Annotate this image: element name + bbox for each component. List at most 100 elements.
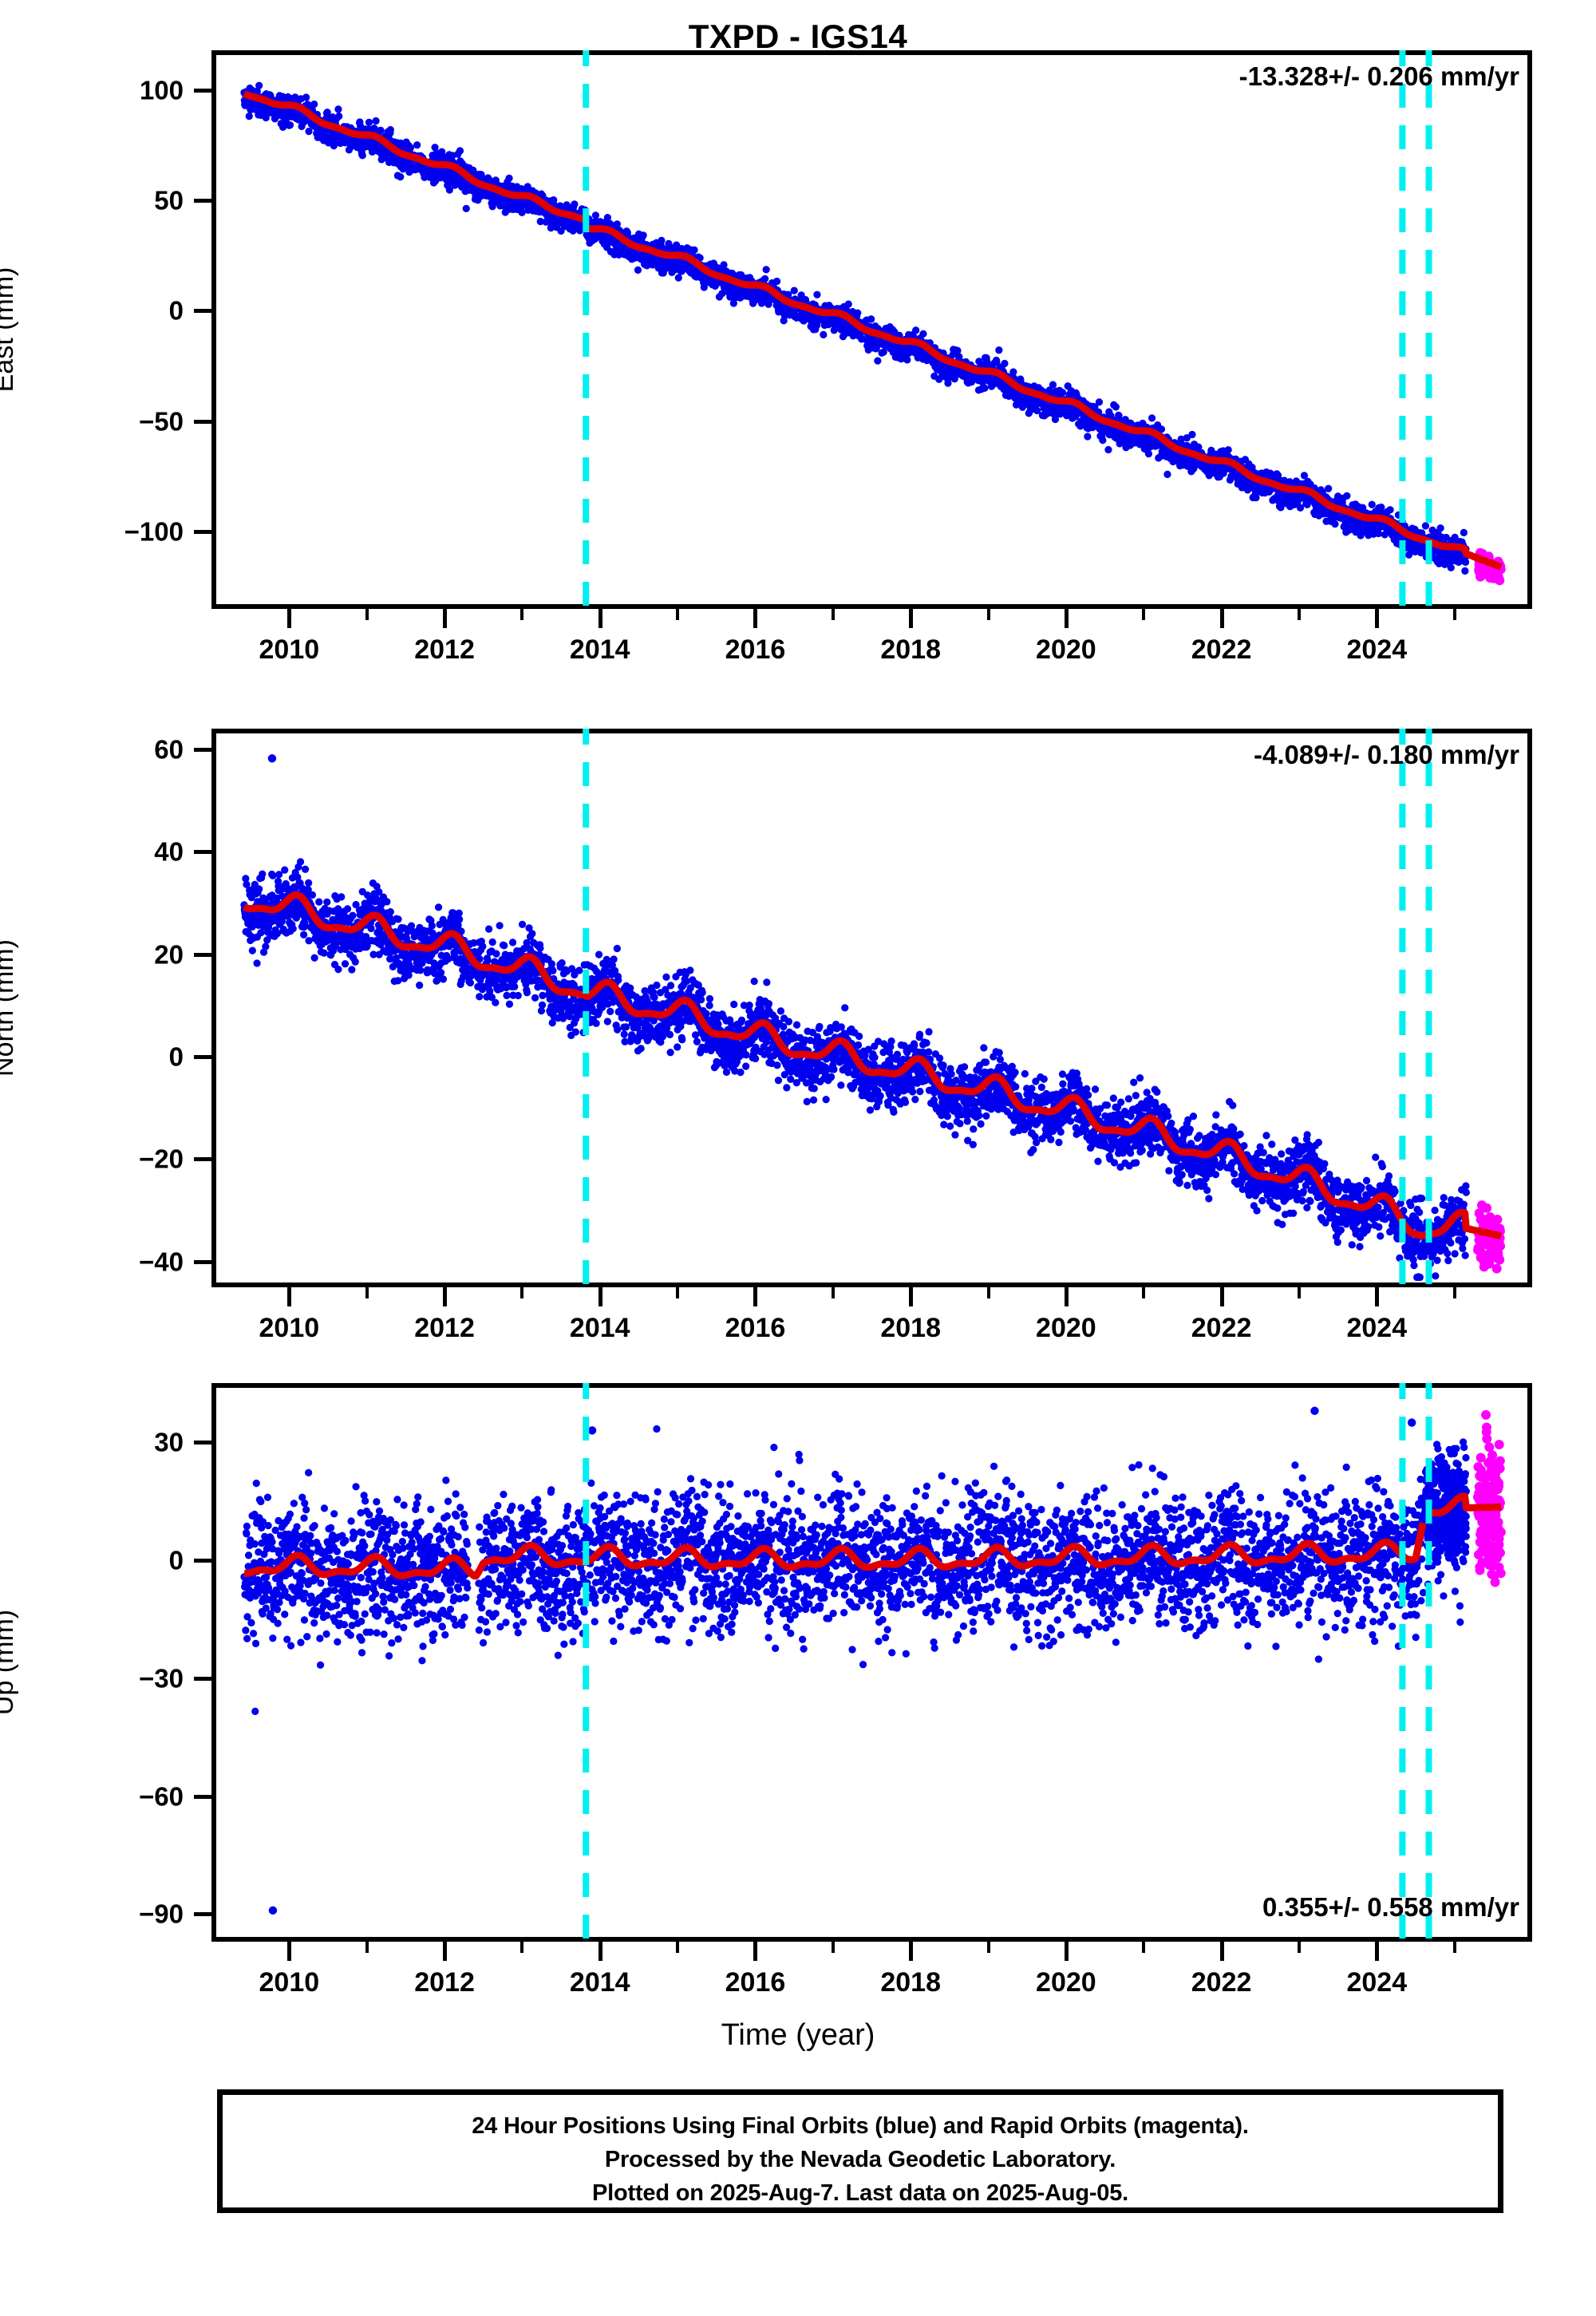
x-minor-tick-up-2017 — [831, 1942, 835, 1953]
y-tick-mark-up-4 — [194, 1912, 211, 1917]
x-tick-label-east-2: 2014 — [569, 634, 630, 665]
x-minor-tick-east-2021 — [1142, 609, 1146, 620]
x-minor-tick-north-2023 — [1297, 1287, 1301, 1298]
x-tick-label-east-6: 2022 — [1191, 634, 1252, 665]
y-tick-label-up-0: 30 — [154, 1427, 184, 1457]
x-axis-title: Time (year) — [721, 2018, 875, 2052]
x-minor-tick-up-2023 — [1297, 1942, 1301, 1953]
x-tick-mark-up-0 — [287, 1942, 292, 1961]
x-tick-mark-east-2 — [598, 609, 602, 628]
x-tick-mark-up-4 — [909, 1942, 914, 1961]
x-minor-tick-up-2013 — [520, 1942, 524, 1953]
rate-annotation-north: -4.089+/- 0.180 mm/yr — [1254, 740, 1519, 769]
data-layer-north — [240, 729, 1506, 1287]
y-tick-mark-up-3 — [194, 1794, 211, 1799]
y-tick-mark-up-1 — [194, 1558, 211, 1563]
x-tick-mark-north-7 — [1375, 1287, 1380, 1306]
x-tick-label-up-2: 2014 — [569, 1967, 630, 1998]
x-tick-mark-up-6 — [1219, 1942, 1224, 1961]
y-tick-label-north-3: 0 — [168, 1041, 184, 1072]
panel-north: 60 40 20 0 −20 −40 2010 2012 2014 2016 2018 2020 202… — [0, 729, 1532, 1343]
x-tick-mark-east-0 — [287, 609, 292, 628]
x-tick-mark-east-3 — [753, 609, 758, 628]
x-minor-tick-east-2015 — [676, 609, 680, 620]
y-tick-mark-north-3 — [194, 1055, 211, 1059]
x-tick-label-north-4: 2018 — [880, 1313, 941, 1343]
y-tick-mark-north-4 — [194, 1157, 211, 1162]
x-tick-mark-north-1 — [443, 1287, 448, 1306]
x-minor-tick-up-2025 — [1452, 1942, 1456, 1953]
x-tick-label-north-6: 2022 — [1191, 1313, 1252, 1343]
x-tick-label-up-0: 2010 — [259, 1967, 320, 1998]
final-orbit-points-north — [240, 754, 1470, 1282]
x-tick-label-north-0: 2010 — [259, 1313, 320, 1343]
y-tick-mark-north-5 — [194, 1259, 211, 1264]
y-tick-mark-up-2 — [194, 1676, 211, 1681]
data-layer-east — [240, 50, 1506, 609]
rate-annotation-east: -13.328+/- 0.206 mm/yr — [1238, 61, 1519, 91]
y-tick-mark-east-1 — [194, 199, 211, 204]
y-tick-mark-north-2 — [194, 952, 211, 957]
y-tick-label-east-4: −100 — [124, 516, 184, 547]
caption-line-1: 24 Hour Positions Using Final Orbits (bl… — [472, 2113, 1249, 2139]
final-orbit-points-east — [240, 81, 1470, 575]
y-tick-label-north-1: 40 — [154, 836, 184, 867]
y-axis-title-up: Up (mm) — [0, 1609, 19, 1716]
y-tick-label-up-1: 0 — [168, 1545, 184, 1575]
x-tick-mark-north-2 — [598, 1287, 602, 1306]
x-minor-tick-north-2017 — [831, 1287, 835, 1298]
caption-line-2: Processed by the Nevada Geodetic Laborat… — [604, 2147, 1116, 2173]
x-tick-mark-up-1 — [443, 1942, 448, 1961]
page-title: TXPD - IGS14 — [688, 18, 908, 55]
x-tick-mark-north-0 — [287, 1287, 292, 1306]
x-tick-label-east-7: 2024 — [1346, 634, 1408, 665]
x-minor-tick-east-2025 — [1452, 609, 1456, 620]
y-tick-mark-east-3 — [194, 419, 211, 424]
y-tick-label-east-3: −50 — [139, 406, 184, 437]
x-minor-tick-east-2023 — [1297, 609, 1301, 620]
x-tick-mark-up-3 — [753, 1942, 758, 1961]
x-tick-mark-up-7 — [1375, 1942, 1380, 1961]
y-tick-label-east-1: 50 — [154, 185, 184, 215]
y-tick-label-north-5: −40 — [139, 1247, 184, 1277]
y-tick-label-up-3: −60 — [139, 1781, 184, 1812]
y-axis-title-north: North (mm) — [0, 939, 19, 1077]
x-minor-tick-north-2013 — [520, 1287, 524, 1298]
x-minor-tick-east-2011 — [365, 609, 369, 620]
x-tick-mark-up-2 — [598, 1942, 602, 1961]
model-line-east — [242, 90, 1503, 571]
x-minor-tick-north-2015 — [676, 1287, 680, 1298]
rapid-orbit-points-up — [1472, 1409, 1506, 1587]
y-tick-label-east-0: 100 — [139, 75, 184, 105]
x-minor-tick-up-2021 — [1142, 1942, 1146, 1953]
y-tick-label-up-2: −30 — [139, 1663, 184, 1694]
caption-box: 24 Hour Positions Using Final Orbits (bl… — [217, 2089, 1503, 2213]
model-line-up — [242, 1492, 1503, 1580]
x-tick-label-east-1: 2012 — [414, 634, 475, 665]
x-tick-mark-north-5 — [1064, 1287, 1069, 1306]
x-tick-label-up-1: 2012 — [414, 1967, 475, 1998]
x-minor-tick-north-2019 — [986, 1287, 990, 1298]
x-tick-mark-east-7 — [1375, 609, 1380, 628]
y-tick-mark-east-4 — [194, 530, 211, 535]
x-minor-tick-up-2011 — [365, 1942, 369, 1953]
x-tick-label-east-5: 2020 — [1036, 634, 1096, 665]
x-minor-tick-east-2013 — [520, 609, 524, 620]
y-axis-title-east: East (mm) — [0, 267, 19, 393]
y-tick-label-north-2: 20 — [154, 939, 184, 970]
x-tick-label-north-7: 2024 — [1346, 1313, 1408, 1343]
y-tick-label-up-4: −90 — [139, 1899, 184, 1929]
x-tick-mark-east-1 — [443, 609, 448, 628]
y-tick-label-north-0: 60 — [154, 734, 184, 765]
y-tick-mark-north-0 — [194, 747, 211, 752]
plot-frame-up — [211, 1383, 1532, 1942]
x-tick-mark-east-6 — [1219, 609, 1224, 628]
x-tick-label-up-5: 2020 — [1036, 1967, 1096, 1998]
x-minor-tick-up-2015 — [676, 1942, 680, 1953]
x-tick-mark-north-3 — [753, 1287, 758, 1306]
y-tick-mark-up-0 — [194, 1440, 211, 1445]
panel-up: 30 0 −30 −60 −90 2010 2012 2014 2016 2018 2020 2022… — [0, 1383, 1532, 1998]
x-minor-tick-east-2017 — [831, 609, 835, 620]
x-tick-label-east-3: 2016 — [725, 634, 786, 665]
